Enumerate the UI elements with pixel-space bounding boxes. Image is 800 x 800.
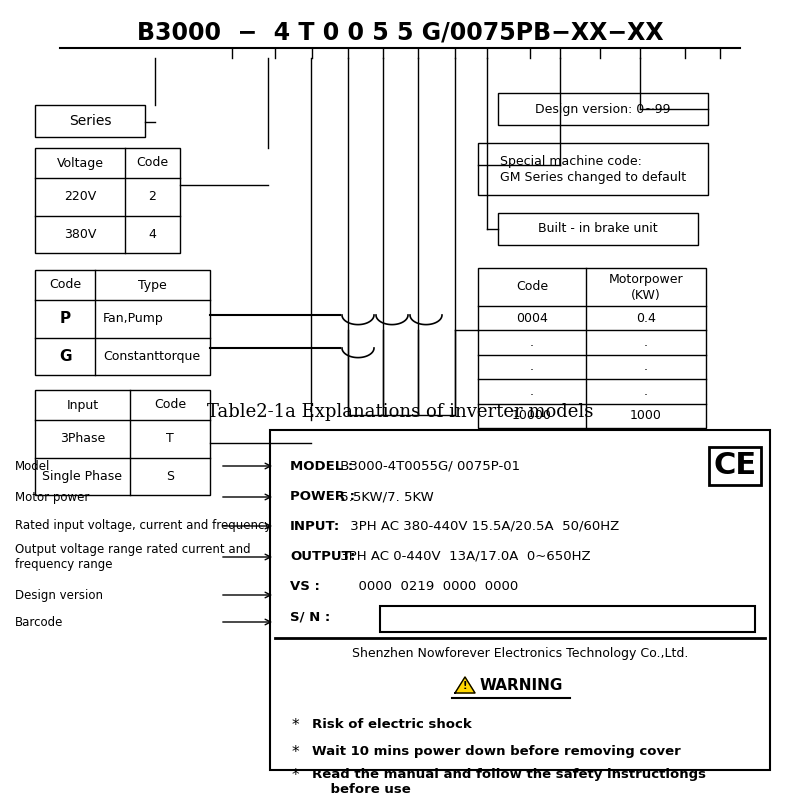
Text: Constanttorque: Constanttorque (103, 350, 200, 362)
Text: Special machine code:
GM Series changed to default: Special machine code: GM Series changed … (500, 154, 686, 183)
Text: T: T (166, 432, 174, 446)
Bar (478, 268, 706, 428)
Text: B3000-4T0055G/ 0075P-01: B3000-4T0055G/ 0075P-01 (335, 459, 520, 473)
Bar (35, 105, 145, 137)
Text: Code: Code (154, 398, 186, 411)
Text: B3000  −  4 T 0 0 5 5 G/0075PB−XX−XX: B3000 − 4 T 0 0 5 5 G/0075PB−XX−XX (137, 20, 663, 44)
Text: Series: Series (69, 114, 111, 128)
Text: MODEL :: MODEL : (290, 459, 354, 473)
Bar (380, 606, 755, 632)
Text: Single Phase: Single Phase (42, 470, 122, 482)
Text: Table2-1a Explanations of inverter models: Table2-1a Explanations of inverter model… (207, 403, 593, 421)
Text: 0004: 0004 (516, 312, 548, 325)
Text: S/ N :: S/ N : (290, 610, 330, 623)
Text: .: . (530, 336, 534, 349)
Text: *: * (292, 768, 300, 783)
Text: CE: CE (714, 451, 757, 481)
Text: 3PH AC 0-440V  13A/17.0A  0~650HZ: 3PH AC 0-440V 13A/17.0A 0~650HZ (335, 550, 590, 562)
Text: Barcode: Barcode (15, 615, 63, 629)
Text: Output voltage range rated current and
frequency range: Output voltage range rated current and f… (15, 543, 250, 571)
Text: .: . (644, 385, 648, 398)
Text: 5.5KW/7. 5KW: 5.5KW/7. 5KW (335, 490, 434, 503)
Bar (498, 213, 698, 245)
Text: 0.4: 0.4 (636, 312, 656, 325)
Bar (35, 390, 210, 495)
Text: Risk of electric shock: Risk of electric shock (312, 718, 472, 731)
Text: WARNING: WARNING (480, 678, 563, 693)
Text: Read the manual and follow the safety instructiongs
    before use: Read the manual and follow the safety in… (312, 768, 706, 796)
Text: 3Phase: 3Phase (60, 432, 105, 446)
Text: 4: 4 (149, 228, 157, 241)
Text: POWER :: POWER : (290, 490, 355, 503)
Bar (35, 270, 210, 375)
Text: OUTPUT:: OUTPUT: (290, 550, 355, 562)
Text: Code: Code (137, 157, 169, 170)
Text: Motor power: Motor power (15, 490, 90, 503)
Text: !: ! (462, 681, 467, 691)
Text: Input: Input (66, 398, 98, 411)
Text: Code: Code (49, 278, 81, 291)
Bar (35, 148, 180, 253)
Polygon shape (455, 677, 475, 693)
Text: 0000  0219  0000  0000: 0000 0219 0000 0000 (316, 581, 518, 594)
Bar (498, 93, 708, 125)
Text: 220V: 220V (64, 190, 96, 203)
Text: Shenzhen Nowforever Electronics Technology Co.,Ltd.: Shenzhen Nowforever Electronics Technolo… (352, 647, 688, 661)
Bar (270, 430, 770, 770)
Text: .: . (530, 385, 534, 398)
Text: .: . (644, 361, 648, 374)
Text: Voltage: Voltage (57, 157, 103, 170)
Text: 3PH AC 380-440V 15.5A/20.5A  50/60HZ: 3PH AC 380-440V 15.5A/20.5A 50/60HZ (329, 519, 619, 533)
Bar (478, 143, 708, 195)
Text: Built - in brake unit: Built - in brake unit (538, 222, 658, 235)
Text: G: G (58, 349, 71, 364)
Text: 1000: 1000 (630, 410, 662, 422)
Text: *: * (292, 745, 300, 760)
Text: Rated input voltage, current and frequency: Rated input voltage, current and frequen… (15, 519, 271, 533)
Text: 380V: 380V (64, 228, 96, 241)
Text: Model: Model (15, 459, 50, 473)
Text: 2: 2 (149, 190, 157, 203)
Text: INPUT:: INPUT: (290, 519, 340, 533)
Text: 10000: 10000 (512, 410, 552, 422)
Text: .: . (530, 361, 534, 374)
Text: Type: Type (138, 278, 167, 291)
Text: VS :: VS : (290, 581, 320, 594)
Text: *: * (292, 718, 300, 733)
Text: Design version: Design version (15, 589, 103, 602)
Text: .: . (644, 336, 648, 349)
Text: Wait 10 mins power down before removing cover: Wait 10 mins power down before removing … (312, 745, 681, 758)
Text: Fan,Pump: Fan,Pump (103, 312, 164, 326)
Text: Motorpower
(KW): Motorpower (KW) (609, 273, 683, 302)
Text: P: P (59, 311, 70, 326)
Text: S: S (166, 470, 174, 482)
Text: Design version: 0~99: Design version: 0~99 (535, 102, 670, 115)
Text: Code: Code (516, 281, 548, 294)
